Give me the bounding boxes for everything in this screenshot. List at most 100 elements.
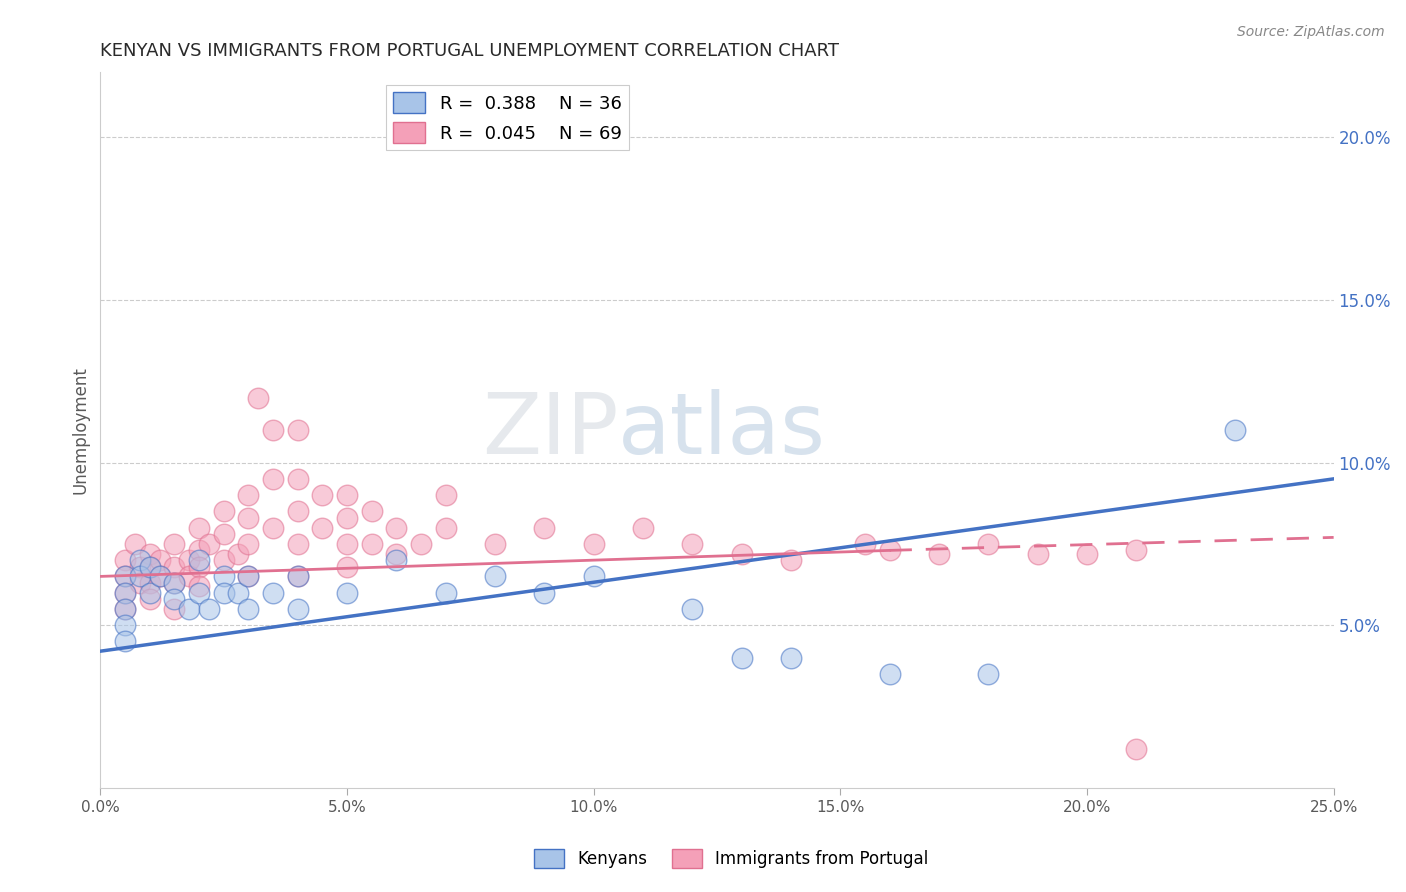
Point (262, 472, 284, 486)
Text: Source: ZipAtlas.com: Source: ZipAtlas.com (1237, 25, 1385, 39)
Point (114, 569, 136, 583)
Point (1223, 423, 1246, 437)
Point (533, 521, 555, 535)
Point (128, 569, 150, 583)
Point (188, 553, 211, 567)
Point (533, 585, 555, 599)
Point (198, 537, 221, 551)
Point (360, 504, 382, 518)
Point (114, 618, 136, 632)
Point (780, 650, 803, 665)
Point (977, 667, 1000, 681)
Point (853, 537, 876, 551)
Point (238, 569, 260, 583)
Point (114, 602, 136, 616)
Point (128, 553, 150, 567)
Point (138, 585, 160, 599)
Point (114, 585, 136, 599)
Point (582, 537, 605, 551)
Point (163, 537, 186, 551)
Point (311, 488, 333, 502)
Point (163, 575, 186, 590)
Point (179, 602, 201, 616)
Point (212, 585, 235, 599)
Point (148, 569, 170, 583)
Point (287, 569, 309, 583)
Point (188, 559, 211, 574)
Point (262, 521, 284, 535)
Point (163, 575, 186, 590)
Point (238, 602, 260, 616)
Point (336, 585, 359, 599)
Point (336, 511, 359, 525)
Y-axis label: Unemployment: Unemployment (72, 366, 89, 494)
Legend: R =  0.388    N = 36, R =  0.045    N = 69: R = 0.388 N = 36, R = 0.045 N = 69 (385, 85, 628, 150)
Point (148, 553, 170, 567)
Point (336, 559, 359, 574)
Point (1076, 547, 1098, 561)
Point (212, 569, 235, 583)
Point (188, 521, 211, 535)
Point (582, 569, 605, 583)
Point (114, 553, 136, 567)
Point (238, 511, 260, 525)
Point (179, 569, 201, 583)
Point (928, 547, 950, 561)
Point (212, 504, 235, 518)
Point (163, 602, 186, 616)
Point (1026, 547, 1049, 561)
Point (681, 602, 703, 616)
Point (287, 472, 309, 486)
Point (114, 585, 136, 599)
Point (188, 585, 211, 599)
Point (114, 569, 136, 583)
Point (780, 553, 803, 567)
Point (434, 488, 457, 502)
Point (409, 537, 432, 551)
Point (163, 559, 186, 574)
Point (138, 559, 160, 574)
Point (385, 553, 408, 567)
Point (163, 592, 186, 607)
Point (730, 650, 752, 665)
Point (484, 569, 506, 583)
Point (188, 579, 211, 593)
Point (238, 537, 260, 551)
Point (631, 521, 654, 535)
Point (228, 585, 250, 599)
Point (385, 521, 408, 535)
Text: KENYAN VS IMMIGRANTS FROM PORTUGAL UNEMPLOYMENT CORRELATION CHART: KENYAN VS IMMIGRANTS FROM PORTUGAL UNEMP… (100, 42, 839, 60)
Point (128, 559, 150, 574)
Point (114, 634, 136, 648)
Point (1125, 741, 1147, 756)
Point (148, 569, 170, 583)
Point (311, 521, 333, 535)
Point (247, 391, 270, 405)
Point (681, 537, 703, 551)
Point (434, 521, 457, 535)
Point (287, 602, 309, 616)
Point (336, 488, 359, 502)
Point (879, 667, 901, 681)
Point (238, 488, 260, 502)
Point (287, 569, 309, 583)
Point (1125, 543, 1147, 558)
Point (138, 575, 160, 590)
Point (138, 559, 160, 574)
Legend: Kenyans, Immigrants from Portugal: Kenyans, Immigrants from Portugal (527, 842, 935, 875)
Point (179, 553, 201, 567)
Point (228, 547, 250, 561)
Point (212, 527, 235, 541)
Text: ZIP: ZIP (482, 389, 619, 472)
Point (730, 547, 752, 561)
Point (484, 537, 506, 551)
Point (287, 504, 309, 518)
Point (212, 553, 235, 567)
Point (238, 569, 260, 583)
Point (114, 602, 136, 616)
Point (385, 547, 408, 561)
Point (188, 543, 211, 558)
Point (138, 547, 160, 561)
Point (198, 602, 221, 616)
Point (434, 585, 457, 599)
